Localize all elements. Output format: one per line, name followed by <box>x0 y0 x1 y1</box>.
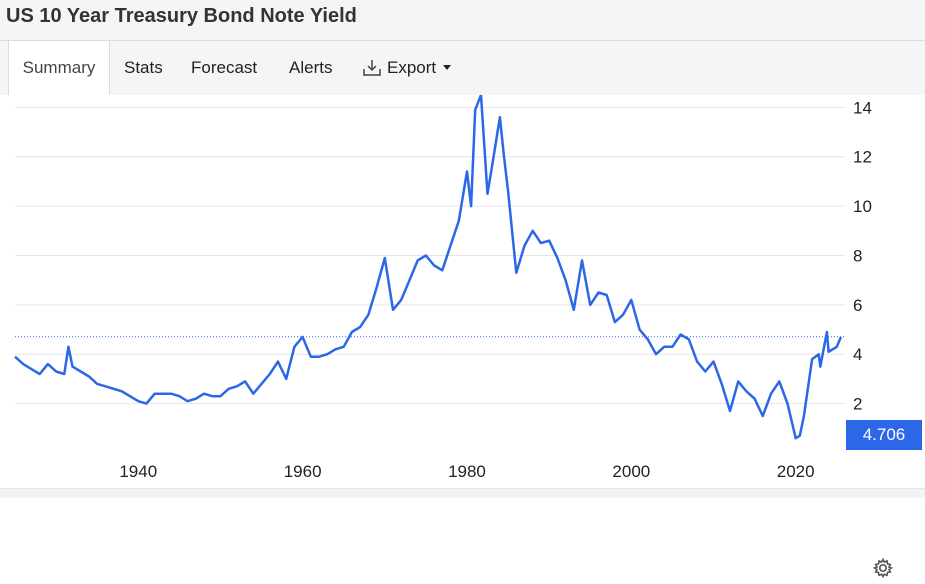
x-tick-label: 1960 <box>284 462 322 481</box>
y-tick-label: 14 <box>853 98 872 117</box>
y-tick-label: 2 <box>853 395 862 414</box>
y-tick-label: 4 <box>853 345 862 364</box>
x-tick-label: 1940 <box>119 462 157 481</box>
x-tick-label: 2020 <box>777 462 815 481</box>
tab-summary[interactable]: Summary <box>8 40 110 96</box>
current-value-badge: 4.706 <box>846 420 922 450</box>
y-tick-label: 8 <box>853 246 862 265</box>
y-axis: 2 4 6 8 10 12 14 <box>853 98 872 413</box>
export-label: Export <box>387 58 437 77</box>
x-axis: 1940 1960 1980 2000 2020 <box>119 462 814 481</box>
grid-lines <box>15 106 845 405</box>
tab-export[interactable]: Export <box>362 41 452 94</box>
y-tick-label: 10 <box>853 197 872 216</box>
x-tick-label: 2000 <box>612 462 650 481</box>
series-line-yield <box>14 95 843 440</box>
gear-icon[interactable] <box>872 557 894 579</box>
tab-stats[interactable]: Stats <box>124 58 163 77</box>
title-bar: US 10 Year Treasury Bond Note Yield <box>0 0 925 40</box>
chart-area: 2 4 6 8 10 12 14 1940 1960 1980 2000 2020 4.706 <box>0 95 925 579</box>
bottom-strip <box>0 488 925 498</box>
y-tick-label: 6 <box>853 296 862 315</box>
tab-alerts[interactable]: Alerts <box>289 58 333 77</box>
y-tick-label: 12 <box>853 148 872 167</box>
tab-bar: Summary Stats Forecast Alerts Export <box>0 40 925 96</box>
x-tick-label: 1980 <box>448 462 486 481</box>
page-title: US 10 Year Treasury Bond Note Yield <box>6 5 357 27</box>
chevron-down-icon <box>443 65 452 70</box>
tab-forecast[interactable]: Forecast <box>191 58 258 77</box>
yield-chart: 2 4 6 8 10 12 14 1940 1960 1980 2000 2020 <box>14 95 872 481</box>
download-icon <box>362 59 382 77</box>
